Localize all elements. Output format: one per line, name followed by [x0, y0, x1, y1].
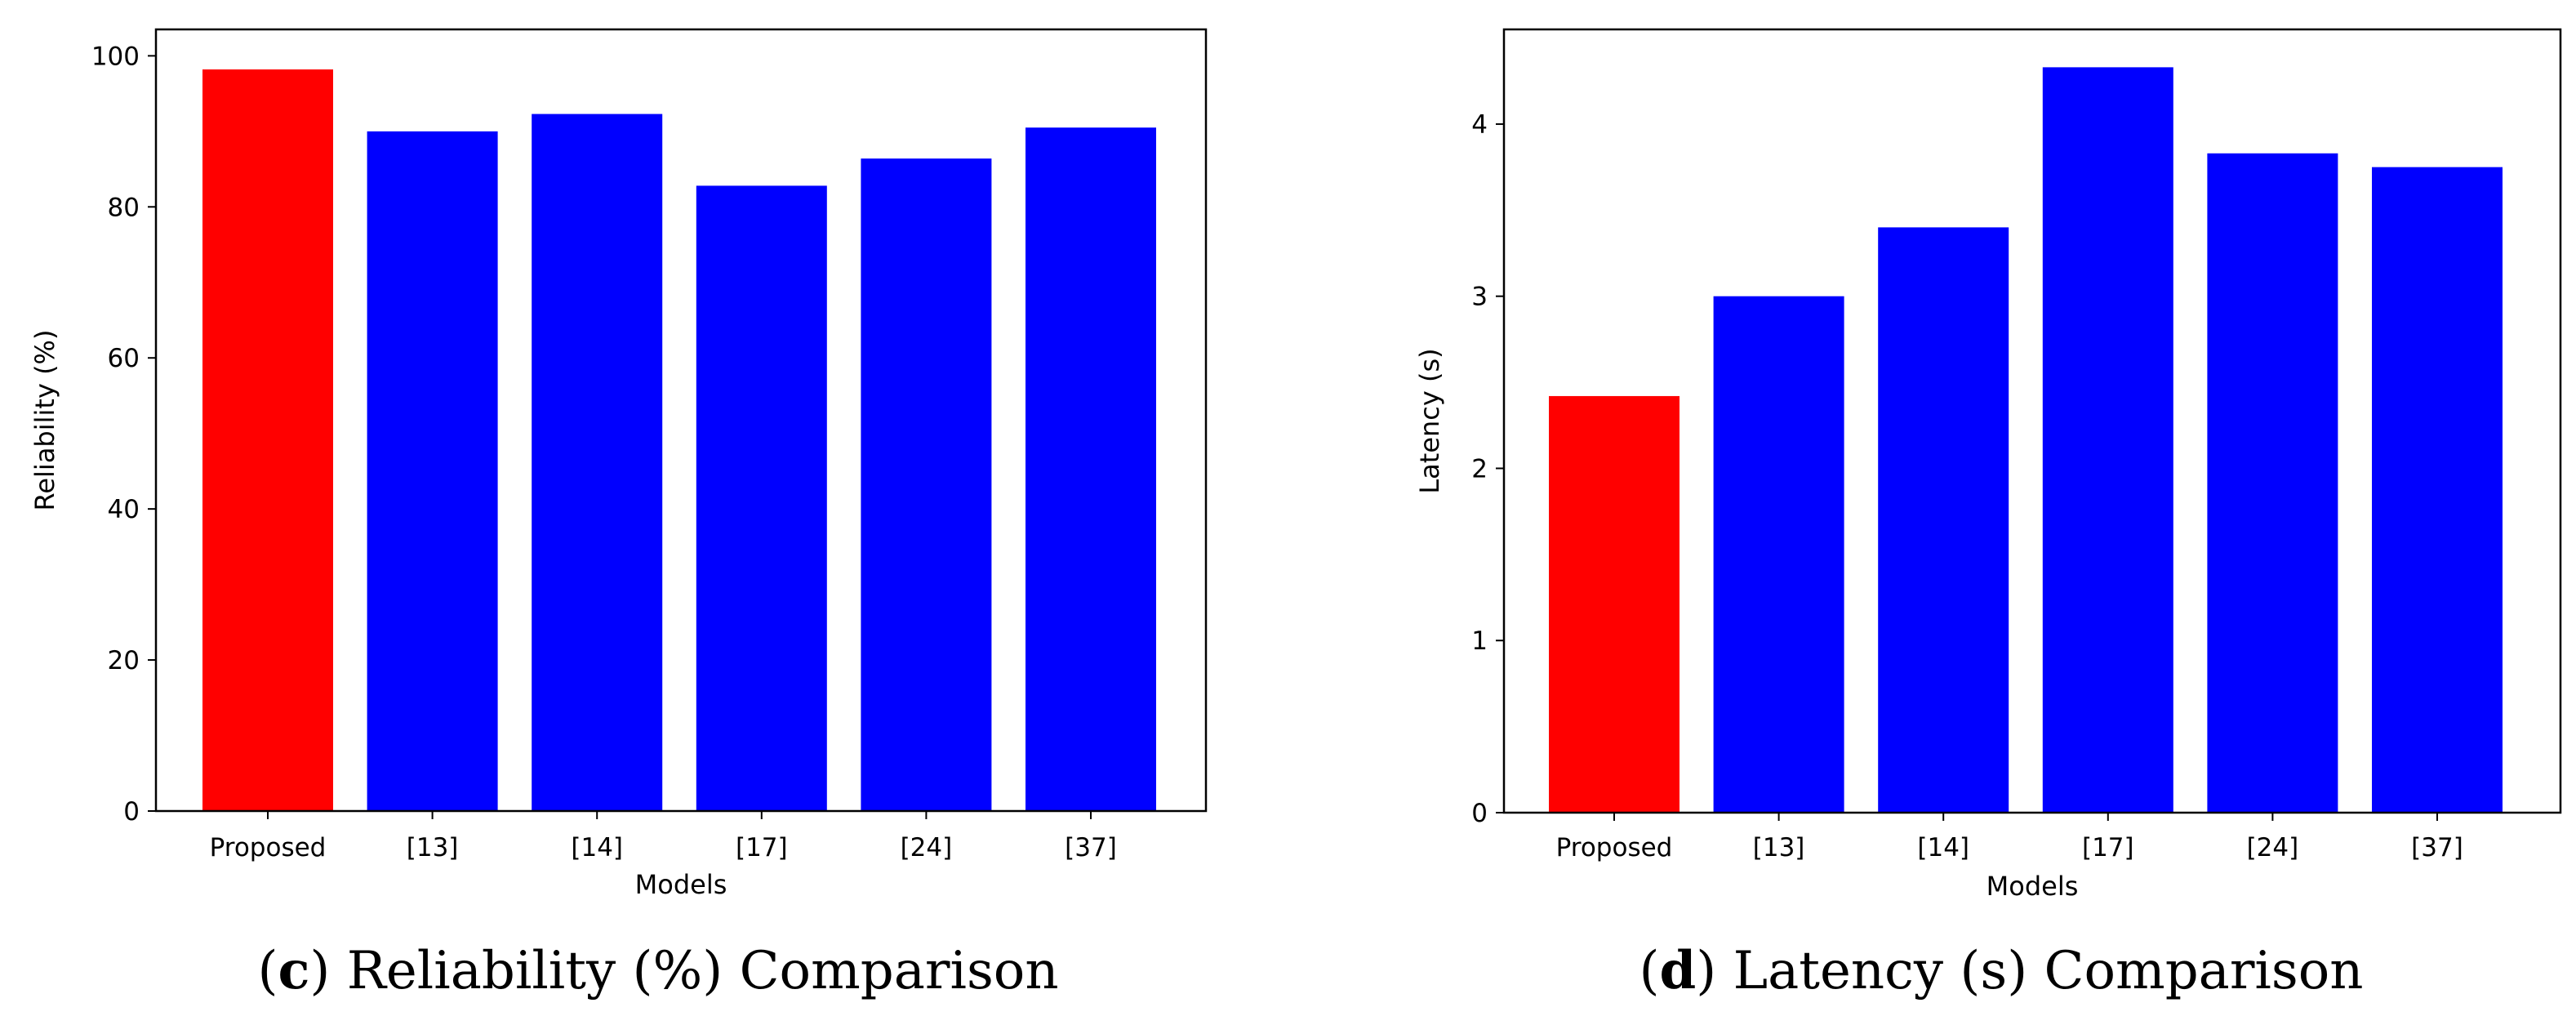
y-tick-label: 2 [1471, 454, 1488, 484]
figure-caption: (d) Latency (s) Comparison [1639, 940, 2364, 1001]
bar-17 [696, 185, 827, 811]
caption-letter: c [278, 940, 309, 1001]
y-tick-label: 0 [123, 797, 140, 827]
chart-latency: Proposed [13] [14] [17] [24] [37] 0 1 2 3 4 Models L… [1414, 28, 2562, 1001]
y-axis-title: Latency (s) [1414, 348, 1445, 493]
y-tick-label: 3 [1471, 283, 1488, 312]
x-tick-label: [24] [2247, 833, 2299, 862]
x-tick-label: [37] [1065, 833, 1117, 862]
x-tick-label: [17] [736, 833, 788, 862]
bar-proposed [202, 69, 333, 811]
x-tick-label: [14] [571, 833, 623, 862]
plot-frame [1502, 28, 2562, 814]
plot-frame [154, 28, 1208, 813]
caption-letter: d [1660, 940, 1697, 1001]
chart-reliability: Proposed [13] [14] [17] [24] [37] 0 20 40 60 80 100… [29, 28, 1208, 1001]
x-tick-label: [17] [2082, 833, 2134, 862]
bar-37 [2372, 167, 2503, 813]
bar-14 [532, 114, 663, 811]
bar-37 [1026, 127, 1156, 812]
x-tick-label: [13] [407, 833, 459, 862]
y-tick-label: 0 [1471, 799, 1488, 828]
y-tick-label: 1 [1471, 626, 1488, 656]
bar-24 [861, 158, 992, 811]
bar-proposed [1549, 395, 1680, 813]
y-tick-label: 4 [1471, 110, 1488, 140]
bar-13 [1713, 296, 1844, 813]
y-tick-label: 80 [108, 193, 140, 222]
x-tick-label: Proposed [210, 833, 327, 862]
y-axis-title: Reliability (%) [29, 330, 60, 511]
x-tick-label: [37] [2411, 833, 2463, 862]
x-tick-label: [14] [1917, 833, 1969, 862]
bar-13 [367, 131, 498, 812]
y-tick-label: 100 [91, 42, 140, 71]
x-tick-label: [13] [1753, 833, 1805, 862]
x-axis-title: Models [635, 869, 727, 900]
figure-caption: (c) Reliability (%) Comparison [257, 940, 1058, 1001]
bar-24 [2207, 153, 2338, 813]
bar-17 [2042, 67, 2173, 813]
x-tick-label: [24] [901, 833, 953, 862]
caption-open-paren: ( [257, 941, 278, 1001]
y-tick-label: 60 [108, 344, 140, 373]
x-axis-title: Models [1987, 871, 2079, 902]
caption-text: ) Reliability (%) Comparison [309, 941, 1058, 1001]
y-tick-label: 40 [108, 495, 140, 524]
bar-14 [1878, 227, 2009, 813]
x-tick-label: Proposed [1556, 833, 1673, 862]
y-tick-label: 20 [108, 646, 140, 675]
caption-open-paren: ( [1639, 941, 1660, 1001]
caption-text: ) Latency (s) Comparison [1696, 941, 2363, 1001]
